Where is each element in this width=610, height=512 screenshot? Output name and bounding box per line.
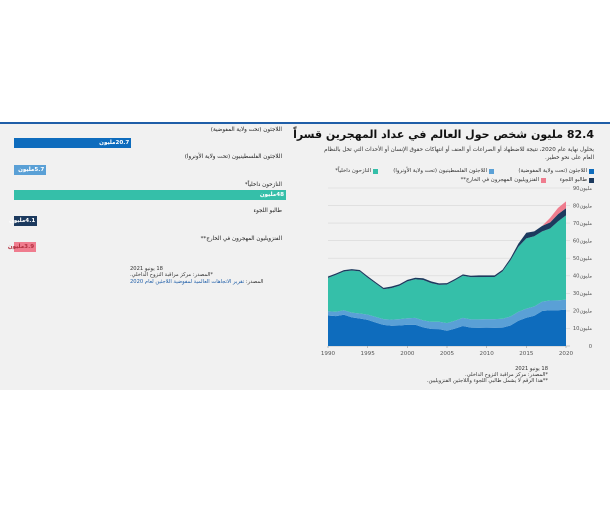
bar — [14, 165, 47, 175]
area-series-idp — [328, 215, 566, 324]
bar-value-label: 20.7مليون — [99, 140, 130, 146]
area-chart-svg: 0 10مليون 20مليون 30مليون 40مليون 50مليون 60مل… — [321, 186, 592, 357]
bar — [14, 242, 37, 252]
legend-item-palestinian: اللاجئون الفلسطينيون (تحت ولاية الأونروا… — [393, 168, 494, 174]
y-tick-label: 90مليون — [573, 186, 592, 192]
top-accent-line — [0, 122, 610, 124]
y-tick-label: 80مليون — [573, 203, 592, 209]
source-link[interactable]: تقرير الاتجاهات العالمية لمفوضية اللاجئي… — [130, 279, 245, 285]
bar-value-label: 48مليون — [259, 192, 284, 198]
y-tick-label: 60مليون — [573, 238, 592, 244]
y-tick-label: 0 — [589, 344, 592, 350]
y-tick-label: 40مليون — [573, 274, 592, 280]
x-tick-label: 2015 — [519, 351, 534, 357]
bar-value-label: 4.1مليون — [8, 218, 36, 224]
legend-swatch — [373, 168, 378, 174]
x-tick-label: 2000 — [400, 351, 415, 357]
left-footer-source2: المصدر: تقرير الاتجاهات العالمية لمفوضية… — [130, 279, 263, 286]
right-footer-date: 18 يونيو 2021 — [515, 366, 548, 372]
legend-swatch — [541, 177, 546, 183]
x-tick-label: 2005 — [440, 351, 455, 357]
right-footer-source: *المصدر: مركز مراقبة النزوح الداخلي. — [465, 372, 548, 378]
legend-label: اللاجئون (تحت ولاية المفوضية) — [518, 168, 587, 174]
bar-category-label: الفنزويليون المهجرون في الخارج** — [200, 236, 282, 242]
bar-category-label: اللاجئون الفلسطينيون (تحت ولاية الأونروا… — [184, 154, 282, 160]
x-tick-label: 2020 — [559, 351, 574, 357]
bar-value-label: 5.7مليون — [18, 167, 45, 173]
area-series-refugees_unhcr — [328, 309, 566, 346]
legend-item-asylum: طالبو اللجوء — [560, 177, 594, 183]
chart-subtitle: بحلول نهاية عام 2020، نتيجة للاضطهاد أو … — [324, 147, 594, 161]
legend-item-venezuelans: الفنزويليون المهجرون في الخارج** — [461, 177, 546, 183]
bar-category-label: اللاجئون (تحت ولاية المفوضية) — [210, 127, 282, 133]
y-tick-label: 20مليون — [573, 309, 592, 315]
y-tick-label: 70مليون — [573, 221, 592, 227]
legend-swatch — [589, 177, 594, 183]
chart-title: 82.4 مليون شخص حول العالم في عداد المهجر… — [293, 128, 594, 141]
y-tick-label: 30مليون — [573, 291, 592, 297]
bar-chart-panel: اللاجئون (تحت ولاية المفوضية) اللاجئون ا… — [0, 124, 300, 390]
legend-label: طالبو اللجوء — [559, 177, 587, 183]
bar — [14, 216, 38, 226]
legend-swatch — [589, 168, 594, 174]
area-chart-panel: 82.4 مليون شخص حول العالم في عداد المهجر… — [293, 124, 606, 390]
right-footer-note: **هذا الرقم لا يشمل طالبي اللجوء واللاجئ… — [426, 378, 548, 384]
bar-value-label: 3.9مليون — [7, 244, 35, 250]
bar-category-label: طالبو اللجوء — [253, 208, 282, 214]
legend-label: اللاجئون الفلسطينيون (تحت ولاية الأونروا… — [393, 168, 487, 174]
bar — [14, 138, 132, 148]
bar-category-label: النازحون داخلياً* — [244, 182, 282, 188]
legend-label: الفنزويليون المهجرون في الخارج** — [460, 177, 539, 183]
source-prefix: المصدر: — [245, 279, 264, 285]
x-tick-label: 1990 — [321, 351, 336, 357]
y-tick-label: 10مليون — [573, 326, 592, 332]
area-series-palestinian — [328, 299, 566, 331]
legend-item-idp: النازحون داخلياً* — [335, 168, 378, 174]
legend-item-refugees: اللاجئون (تحت ولاية المفوضية) — [518, 168, 594, 174]
legend-label: النازحون داخلياً* — [335, 168, 371, 174]
legend-swatch — [489, 168, 494, 174]
left-footer-source: *المصدر: مركز مراقبة النزوح الداخلي. — [130, 272, 213, 278]
left-footer-date: 18 يونيو 2021 — [130, 266, 163, 272]
x-tick-label: 2010 — [480, 351, 495, 357]
y-tick-label: 50مليون — [573, 256, 592, 262]
x-tick-label: 1995 — [361, 351, 376, 357]
bar — [14, 190, 286, 200]
